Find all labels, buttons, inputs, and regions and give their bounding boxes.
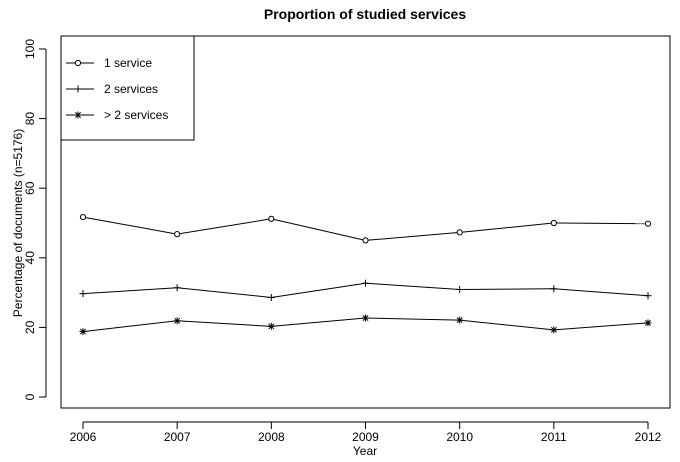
- x-tick-label: 2006: [70, 430, 97, 444]
- series-line-segment: [462, 222, 551, 233]
- series-line-segment: [459, 288, 554, 290]
- legend-label: 1 service: [104, 56, 152, 70]
- y-tick-label: 40: [23, 251, 37, 265]
- plot-area-border: [60, 35, 671, 409]
- series-layer: [79, 213, 652, 336]
- y-tick-label: 20: [23, 320, 37, 334]
- data-point: [362, 314, 369, 322]
- legend-marker: [74, 85, 82, 93]
- legend-box: [60, 35, 195, 141]
- data-point: [644, 319, 652, 327]
- y-axis-label: Percentage of documents (n=5176): [11, 129, 25, 317]
- x-tick-label: 2011: [541, 430, 567, 444]
- series-line-segment: [365, 282, 460, 290]
- series-1-service: [79, 213, 652, 244]
- x-tick-label: 2009: [352, 430, 379, 444]
- series-line-segment: [553, 288, 649, 297]
- data-point: [362, 279, 369, 287]
- x-tick-label: 2007: [164, 430, 191, 444]
- series-line-segment: [177, 320, 272, 327]
- data-point: [644, 292, 652, 300]
- legend-entry-2-services: 2 services: [66, 82, 158, 96]
- series-line-segment: [553, 322, 649, 331]
- data-point: [79, 213, 87, 221]
- series-line-segment: [368, 232, 457, 241]
- data-point: [268, 215, 275, 222]
- y-axis: 0 20 40 60 80 100: [23, 39, 47, 400]
- legend-marker: [74, 111, 82, 119]
- series-line-segment: [82, 287, 178, 295]
- series-line-segment: [271, 282, 366, 298]
- series-line-segment: [85, 217, 175, 235]
- legend-marker: [74, 59, 82, 67]
- data-point: [644, 220, 652, 227]
- x-axis-label: Year: [353, 444, 377, 458]
- data-point: [550, 285, 558, 293]
- data-point: [550, 326, 558, 334]
- data-point: [173, 284, 181, 292]
- legend: 1 service 2 services > 2 services: [60, 35, 195, 141]
- data-point: [267, 322, 275, 330]
- series-line-segment: [180, 218, 269, 235]
- data-point: [79, 290, 87, 298]
- data-point: [456, 316, 464, 324]
- x-axis: 2006 2007 2008 2009 2010 2011 2012: [70, 421, 662, 444]
- series-line-segment: [274, 219, 363, 241]
- legend-label: > 2 services: [104, 108, 168, 122]
- y-tick-label: 60: [23, 181, 37, 195]
- series-line-segment: [271, 317, 366, 327]
- x-tick-label: 2008: [258, 430, 285, 444]
- data-point: [362, 237, 369, 244]
- series-line-segment: [556, 222, 646, 225]
- data-point: [456, 285, 464, 293]
- series-line-segment: [365, 317, 460, 321]
- series-2-services: [79, 314, 652, 336]
- y-tick-label: 100: [23, 39, 37, 59]
- series-line-segment: [177, 287, 272, 298]
- legend-entry-2-services: > 2 services: [66, 108, 168, 122]
- chart-title: Proportion of studied services: [264, 6, 466, 22]
- series-2-services: [79, 279, 652, 301]
- x-tick-label: 2012: [635, 430, 662, 444]
- x-tick-label: 2010: [446, 430, 473, 444]
- data-point: [79, 328, 87, 336]
- series-line-segment: [82, 320, 178, 333]
- series-line-segment: [459, 319, 554, 331]
- data-point: [174, 231, 181, 238]
- y-tick-label: 0: [23, 393, 37, 400]
- data-point: [173, 317, 181, 325]
- data-point: [550, 219, 557, 227]
- legend-label: 2 services: [104, 82, 158, 96]
- y-tick-label: 80: [23, 112, 37, 126]
- legend-entry-1-service: 1 service: [66, 56, 152, 70]
- data-point: [456, 229, 463, 236]
- data-point: [267, 293, 275, 301]
